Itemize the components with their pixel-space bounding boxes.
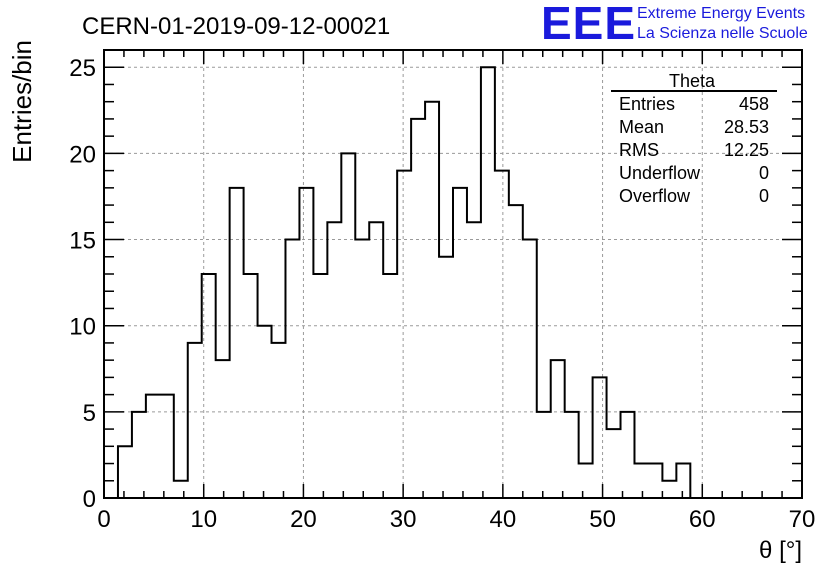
eee-logo-mark: EEE: [541, 0, 637, 49]
histogram-bin: [258, 326, 272, 498]
x-tick-label: 70: [789, 506, 816, 533]
histogram-bin: [146, 395, 160, 498]
y-tick-label: 0: [83, 486, 96, 513]
histogram-bin: [313, 274, 327, 498]
x-tick-label: 40: [490, 506, 517, 533]
histogram-bin: [523, 240, 537, 498]
x-tick-label: 20: [290, 506, 317, 533]
histogram-bin: [662, 481, 676, 498]
grid-lines: [104, 50, 802, 498]
histogram-bin: [551, 360, 565, 498]
stats-row-value: 28.53: [724, 117, 769, 137]
histogram-bin: [425, 102, 439, 498]
x-axis-label: θ [°]: [759, 537, 802, 564]
x-tick-label: 10: [190, 506, 217, 533]
histogram-bin: [439, 257, 453, 498]
histogram-bin: [230, 188, 244, 498]
histogram-bin: [648, 464, 662, 498]
histogram-bin: [369, 222, 383, 498]
histogram-bin: [188, 343, 202, 498]
eee-logo-line1: Extreme Energy Events: [637, 5, 806, 22]
stats-row-value: 458: [739, 94, 769, 114]
histogram-bin: [355, 240, 369, 498]
histogram-bin: [411, 119, 425, 498]
y-tick-label: 20: [69, 141, 96, 168]
histogram-bin: [565, 412, 579, 498]
histogram-outline: [104, 66, 802, 499]
stats-row-label: Mean: [619, 117, 664, 137]
y-tick-label: 25: [69, 55, 96, 82]
histogram-bin: [299, 188, 313, 498]
histogram-series: [104, 66, 802, 499]
axis-ticks: [103, 49, 803, 499]
histogram-bin: [509, 205, 523, 498]
histogram-bin: [327, 222, 341, 498]
histogram-bin: [118, 446, 132, 498]
histogram-bin: [621, 412, 635, 498]
stats-box: Theta Entries 458 Mean 28.53 RMS 12.25 Underfl…: [611, 71, 777, 206]
stats-row-value: 0: [759, 163, 769, 183]
histogram-bin: [481, 67, 495, 498]
y-tick-label: 15: [69, 228, 96, 255]
histogram-bin: [132, 412, 146, 498]
stats-row-value: 0: [759, 186, 769, 206]
histogram-bin: [579, 464, 593, 498]
stats-row-label: Entries: [619, 94, 675, 114]
eee-logo-line2: La Scienza nelle Scuole: [637, 25, 808, 42]
histogram-bin: [383, 274, 397, 498]
x-tick-label: 50: [589, 506, 616, 533]
histogram-bin: [634, 464, 648, 498]
y-axis-label: Entries/bin: [7, 40, 37, 163]
histogram-bin: [593, 377, 607, 498]
histogram-bin: [607, 429, 621, 498]
tick-labels: 0 10 20 30 40 50 60 70 0 5 10 15 20 25: [69, 55, 815, 533]
histogram-bin: [495, 171, 509, 498]
histogram-bin: [397, 171, 411, 498]
stats-box-rows: Entries 458 Mean 28.53 RMS 12.25 Underflow 0 Ove…: [619, 94, 769, 206]
x-tick-label: 0: [97, 506, 110, 533]
stats-box-title: Theta: [669, 71, 716, 91]
histogram-bin: [216, 360, 230, 498]
histogram-bin: [676, 464, 690, 498]
histogram-bin: [341, 153, 355, 498]
stats-row-value: 12.25: [724, 140, 769, 160]
x-tick-label: 30: [390, 506, 417, 533]
histogram-bin: [537, 412, 551, 498]
histogram-bin: [174, 481, 188, 498]
stats-row-label: RMS: [619, 140, 659, 160]
histogram-bin: [285, 240, 299, 498]
x-tick-label: 60: [689, 506, 716, 533]
stats-row-label: Overflow: [619, 186, 691, 206]
histogram-bin: [160, 395, 174, 498]
chart-title: CERN-01-2019-09-12-00021: [82, 13, 390, 40]
histogram-bin: [467, 222, 481, 498]
histogram-bin: [453, 188, 467, 498]
histogram-bin: [272, 343, 286, 498]
y-tick-label: 10: [69, 314, 96, 341]
histogram-bin: [244, 274, 258, 498]
stats-row-label: Underflow: [619, 163, 701, 183]
y-tick-label: 5: [83, 400, 96, 427]
